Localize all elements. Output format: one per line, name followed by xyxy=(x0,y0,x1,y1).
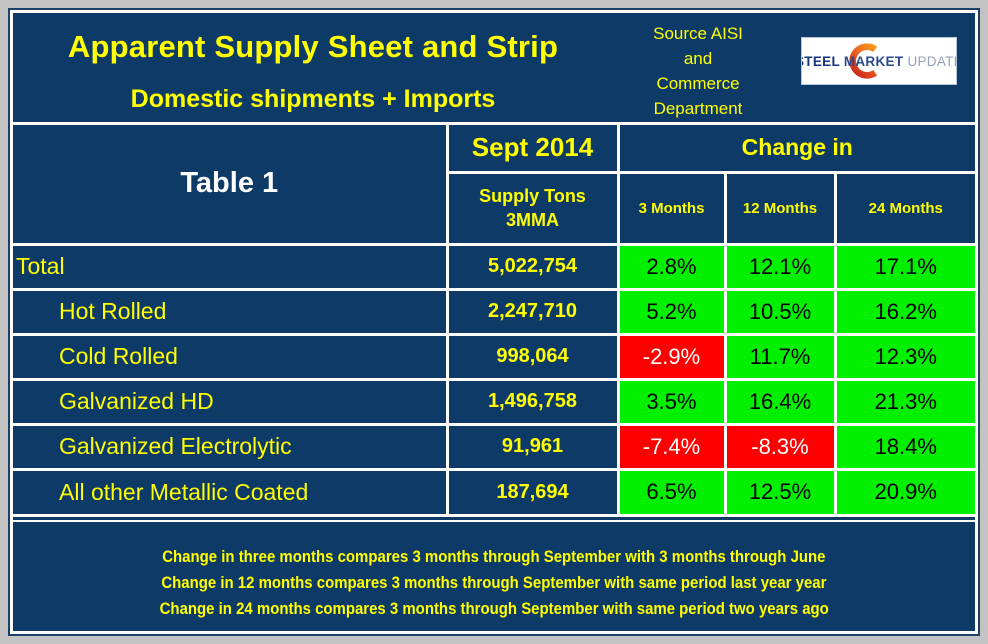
note-text: Change in three months compares 3 months… xyxy=(162,547,826,566)
row-label-cell: Galvanized Electrolytic xyxy=(11,422,449,471)
logo-text: STEEL MARKET UPDATE xyxy=(802,53,956,69)
report-subtitle: Domestic shipments + Imports xyxy=(130,85,496,113)
change-24mo: 20.9% xyxy=(833,467,977,516)
table-row-galvanized-hd: Galvanized HD 1,496,758 3.5% 16.4% 21.3% xyxy=(11,377,977,426)
logo-area: STEEL MARKET UPDATE xyxy=(783,13,975,122)
note-text: Change in 24 months compares 3 months th… xyxy=(159,599,829,618)
row-label: Galvanized Electrolytic xyxy=(59,433,292,459)
change-12mo: 12.1% xyxy=(723,242,837,291)
source-note: Source AISI and Commerce Department xyxy=(613,13,783,122)
source-line: Commerce xyxy=(656,74,740,93)
row-label: Hot Rolled xyxy=(59,298,167,324)
supply-value: 1,496,758 xyxy=(445,377,620,426)
supply-value: 5,022,754 xyxy=(445,242,620,291)
change-12mo: 11.7% xyxy=(723,332,837,381)
source-line: Department xyxy=(653,99,743,118)
row-label-cell: All other Metallic Coated xyxy=(11,467,449,516)
note-line-3-months: Change in three months compares 3 months… xyxy=(13,544,975,570)
source-line: and xyxy=(683,49,713,68)
row-label-cell: Galvanized HD xyxy=(11,377,449,426)
note-line-12-months: Change in 12 months compares 3 months th… xyxy=(13,570,975,596)
supply-table: Table 1 Sept 2014 Change in Supply Tons … xyxy=(11,123,977,516)
change-24mo: 17.1% xyxy=(833,242,977,291)
table-row-cold-rolled: Cold Rolled 998,064 -2.9% 11.7% 12.3% xyxy=(11,332,977,381)
col-header-3-months: 3 Months xyxy=(616,170,727,246)
change-12mo: 12.5% xyxy=(723,467,837,516)
col-header-24-months: 24 Months xyxy=(833,170,977,246)
smu-logo: STEEL MARKET UPDATE xyxy=(801,37,957,85)
row-label: Cold Rolled xyxy=(59,343,178,369)
row-label-cell: Cold Rolled xyxy=(11,332,449,381)
title-banner: Apparent Supply Sheet and Strip Domestic… xyxy=(13,13,975,125)
crescent-swoosh-icon xyxy=(849,43,878,79)
change-24mo: 18.4% xyxy=(833,422,977,471)
table-row-hot-rolled: Hot Rolled 2,247,710 5.2% 10.5% 16.2% xyxy=(11,287,977,336)
change-12mo: 16.4% xyxy=(723,377,837,426)
change-3mo: 2.8% xyxy=(616,242,727,291)
change-24mo: 21.3% xyxy=(833,377,977,426)
supply-value: 91,961 xyxy=(445,422,620,471)
change-24mo: 12.3% xyxy=(833,332,977,381)
table-row-total: Total 5,022,754 2.8% 12.1% 17.1% xyxy=(11,242,977,291)
table-corner-label: Table 1 xyxy=(11,123,449,246)
title-block: Apparent Supply Sheet and Strip Domestic… xyxy=(13,13,613,122)
note-text: Change in 12 months compares 3 months th… xyxy=(161,573,827,592)
supply-tons-header: Supply Tons 3MMA xyxy=(445,170,620,246)
col-header-12-months: 12 Months xyxy=(723,170,837,246)
row-label-cell: Total xyxy=(11,242,449,291)
change-3mo: 3.5% xyxy=(616,377,727,426)
row-label-cell: Hot Rolled xyxy=(11,287,449,336)
logo-word-steel: STEEL xyxy=(802,53,840,69)
table-row-galvanized-electrolytic: Galvanized Electrolytic 91,961 -7.4% -8.… xyxy=(11,422,977,471)
source-line: Source AISI xyxy=(653,24,743,43)
change-3mo: -7.4% xyxy=(616,422,727,471)
double-rule-divider xyxy=(13,514,975,522)
report-frame: Apparent Supply Sheet and Strip Domestic… xyxy=(8,8,980,636)
row-label: Galvanized HD xyxy=(59,388,214,414)
change-3mo: 6.5% xyxy=(616,467,727,516)
period-header: Sept 2014 xyxy=(445,123,620,174)
change-3mo: 5.2% xyxy=(616,287,727,336)
note-line-24-months: Change in 24 months compares 3 months th… xyxy=(13,596,975,622)
supply-value: 2,247,710 xyxy=(445,287,620,336)
change-3mo: -2.9% xyxy=(616,332,727,381)
logo-word-update: UPDATE xyxy=(907,53,956,69)
change-12mo: 10.5% xyxy=(723,287,837,336)
change-12mo: -8.3% xyxy=(723,422,837,471)
table-row-all-other-metallic-coated: All other Metallic Coated 187,694 6.5% 1… xyxy=(11,467,977,516)
footer-notes: Change in three months compares 3 months… xyxy=(13,522,975,631)
supply-value: 998,064 xyxy=(445,332,620,381)
report-title: Apparent Supply Sheet and Strip xyxy=(67,29,559,64)
change-24mo: 16.2% xyxy=(833,287,977,336)
row-label: All other Metallic Coated xyxy=(59,478,309,505)
logo-word-market: MARKET xyxy=(843,53,904,69)
supply-value: 187,694 xyxy=(445,467,620,516)
row-label: Total xyxy=(16,253,65,279)
change-in-header: Change in xyxy=(616,123,977,174)
